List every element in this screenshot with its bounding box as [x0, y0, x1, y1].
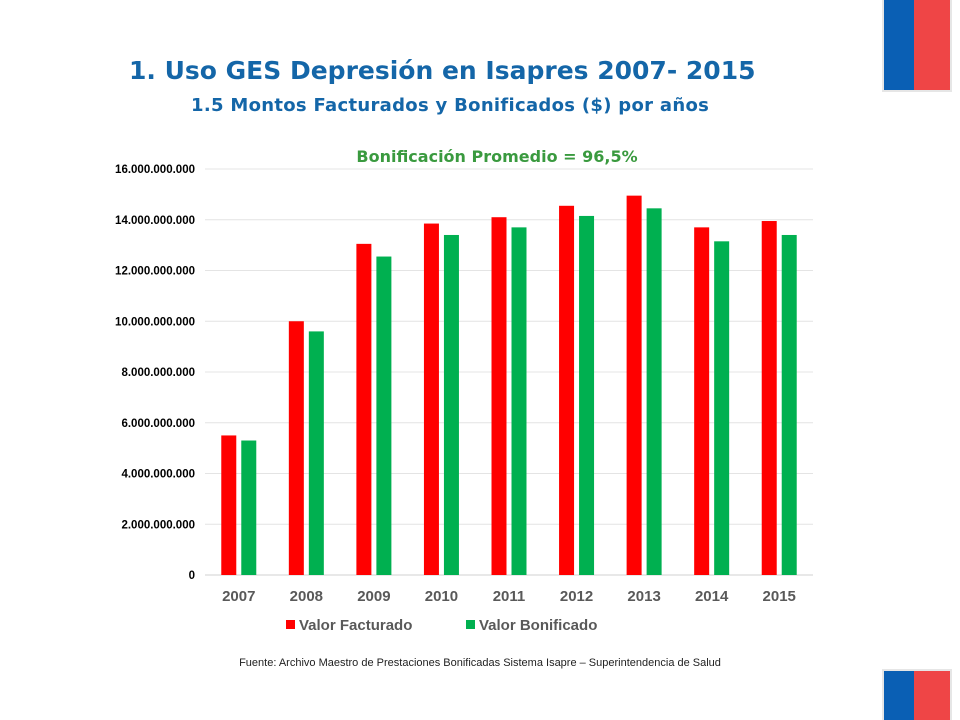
bars [221, 195, 797, 576]
x-tick-label: 2008 [290, 588, 323, 605]
y-tick-label: 0 [189, 570, 195, 582]
legend-swatch [466, 620, 475, 629]
bar-valor-facturado [626, 195, 642, 576]
x-tick-label: 2007 [222, 588, 255, 605]
bar-valor-bonificado [443, 234, 459, 575]
chile-flag-top [884, 0, 950, 90]
x-tick-label: 2014 [695, 588, 729, 605]
y-tick-label: 6.000.000.000 [121, 418, 195, 430]
bar-valor-bonificado [714, 241, 730, 575]
bar-valor-facturado [761, 221, 777, 576]
bar-valor-bonificado [308, 331, 324, 575]
y-tick-label: 8.000.000.000 [121, 367, 195, 379]
flag-blue-stripe [884, 0, 914, 90]
source-note: Fuente: Archivo Maestro de Prestaciones … [239, 657, 721, 669]
chile-flag-bottom [884, 671, 950, 720]
flag-red-stripe [914, 0, 950, 90]
bar-valor-facturado [356, 243, 372, 575]
bar-valor-facturado [694, 227, 710, 576]
bar-valor-bonificado [781, 234, 797, 575]
bar-valor-bonificado [376, 256, 392, 575]
bar-valor-facturado [491, 217, 507, 575]
bar-valor-bonificado [579, 215, 595, 575]
legend-label: Valor Facturado [299, 617, 412, 634]
legend-swatch [286, 620, 295, 629]
x-tick-label: 2010 [425, 588, 458, 605]
page-title: 1. Uso GES Depresión en Isapres 2007- 20… [129, 56, 756, 85]
x-tick-label: 2009 [357, 588, 390, 605]
chart-title: Bonificación Promedio = 96,5% [356, 147, 637, 166]
x-tick-label: 2015 [763, 588, 796, 605]
flag-blue-stripe [884, 671, 914, 720]
y-tick-label: 4.000.000.000 [121, 469, 195, 481]
bar-valor-facturado [423, 223, 439, 575]
y-axis-ticks: 0 2.000.000.000 4.000.000.000 6.000.000.000… [115, 164, 195, 582]
y-tick-label: 12.000.000.000 [115, 266, 195, 278]
x-tick-label: 2012 [560, 588, 593, 605]
bar-valor-facturado [288, 321, 304, 575]
legend-label: Valor Bonificado [479, 617, 597, 634]
y-tick-label: 10.000.000.000 [115, 316, 195, 328]
flag-red-stripe [914, 671, 950, 720]
grid-lines [205, 168, 813, 576]
bar-valor-facturado [221, 435, 237, 575]
x-tick-label: 2011 [493, 588, 526, 605]
y-tick-label: 14.000.000.000 [115, 215, 195, 227]
x-axis-ticks: 2007 2008 2009 2010 2011 2012 2013 2014 2015 [222, 588, 796, 605]
bar-valor-bonificado [511, 227, 527, 576]
bar-valor-bonificado [241, 440, 257, 575]
x-tick-label: 2013 [627, 588, 660, 605]
bar-valor-bonificado [646, 208, 662, 576]
y-tick-label: 2.000.000.000 [121, 519, 195, 531]
y-tick-label: 16.000.000.000 [115, 164, 195, 176]
legend: Valor Facturado Valor Bonificado [286, 617, 597, 634]
page-subtitle: 1.5 Montos Facturados y Bonificados ($) … [191, 95, 710, 116]
bar-valor-facturado [559, 205, 575, 575]
